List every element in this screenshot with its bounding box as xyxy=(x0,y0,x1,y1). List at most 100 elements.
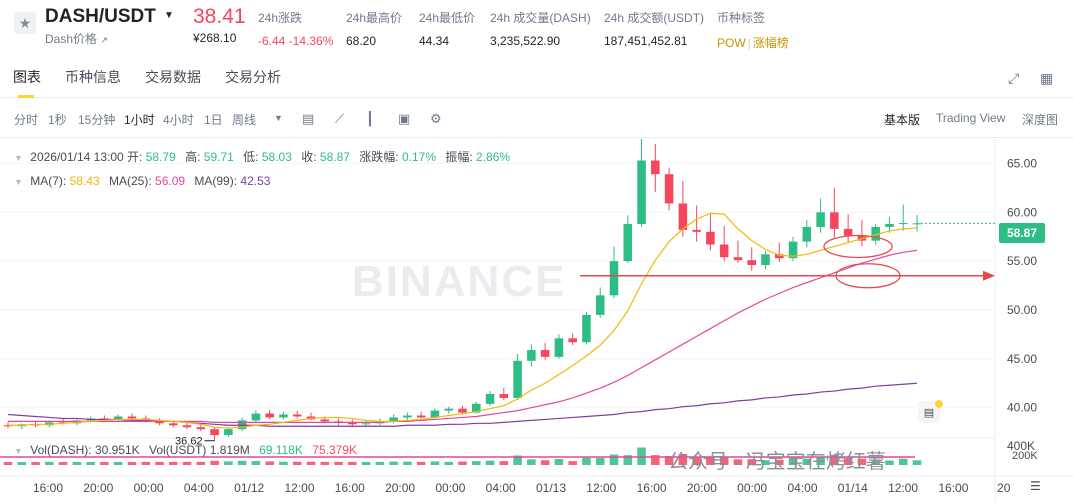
annotation-ellipse xyxy=(835,263,901,289)
pair-dropdown-icon[interactable]: ▼ xyxy=(164,10,174,21)
stat-value: 44.34 xyxy=(419,34,450,48)
candle-body xyxy=(251,413,261,421)
favorite-star-icon[interactable]: ★ xyxy=(14,12,36,34)
candle-body xyxy=(802,226,812,242)
candle-body xyxy=(430,410,440,418)
volume-bar xyxy=(251,461,261,465)
stat-label: 24h 成交量(DASH) xyxy=(490,11,591,25)
candle-body xyxy=(733,257,743,261)
volume-bar xyxy=(17,462,27,465)
fullscreen-icon[interactable]: ⤢ xyxy=(1008,70,1020,86)
y-tick-label: 65.00 xyxy=(1007,156,1037,170)
high-label: 高: xyxy=(185,150,201,164)
timeframe-week[interactable]: 周线 xyxy=(232,113,257,127)
candle-body xyxy=(265,413,274,418)
layout-grid-icon[interactable]: ▦ xyxy=(1040,70,1054,86)
x-tick-label: 16:00 xyxy=(335,481,365,495)
wechat-watermark: 公众号 · 冯宝宝在烤红薯 xyxy=(668,451,886,473)
settings-icon[interactable]: ⚙ xyxy=(430,111,442,126)
collapse-icon[interactable]: ▼ xyxy=(14,177,23,187)
tag-pow[interactable]: POW xyxy=(717,36,746,50)
calendar-icon[interactable]: ▤ xyxy=(302,111,315,126)
candle-body xyxy=(595,295,605,315)
chart-toolbar: 分时 1秒 15分钟 1小时 4小时 1日 周线 ▼ ▤ ⟋ ┃ ▣ ⚙ 基本版… xyxy=(0,100,1073,138)
volume-bar xyxy=(196,461,206,465)
volume-bar xyxy=(320,461,330,465)
stat-24h-low: 24h最低价 44.34 xyxy=(419,9,475,48)
volume-bar xyxy=(3,462,13,465)
volume-bar xyxy=(775,459,784,465)
trading-pair[interactable]: DASH/USDT xyxy=(45,6,156,27)
tab-coin-info[interactable]: 币种信息 xyxy=(65,69,121,85)
volume-axis-label: 400K xyxy=(1007,439,1035,453)
candle-body xyxy=(527,350,536,361)
tab-chart[interactable]: 图表 xyxy=(13,69,41,85)
timeframe-line[interactable]: 分时 xyxy=(14,113,39,127)
timeframe-1s[interactable]: 1秒 xyxy=(48,113,67,127)
x-tick-label: 20:00 xyxy=(83,481,113,495)
candle-body xyxy=(540,350,550,357)
close-label: 收: xyxy=(301,150,317,164)
view-basic[interactable]: 基本版 xyxy=(884,113,921,127)
template-icon[interactable]: ▣ xyxy=(398,111,411,126)
volume-bar xyxy=(403,461,412,465)
volume-bar xyxy=(651,455,660,465)
volume-bar xyxy=(706,457,715,465)
timeframe-4h[interactable]: 4小时 xyxy=(163,113,194,127)
volume-bar xyxy=(595,458,605,465)
y-tick-label: 50.00 xyxy=(1007,303,1037,317)
volume-bar xyxy=(292,461,302,465)
candlestick-chart[interactable]: BINANCE 65.00 60.00 55.00 50.00 45.00 40.00 40… xyxy=(0,139,1073,503)
ma99-value: 42.53 xyxy=(240,174,271,188)
timeframe-1d[interactable]: 1日 xyxy=(204,113,223,127)
view-depth[interactable]: 深度图 xyxy=(1022,113,1059,127)
volume-bar xyxy=(816,457,825,465)
more-timeframes-icon[interactable]: ▼ xyxy=(274,113,283,123)
candle-body xyxy=(224,429,233,436)
indicator-icon[interactable]: ⟋ xyxy=(335,111,345,126)
candle-body xyxy=(403,415,412,418)
collapse-icon[interactable]: ▼ xyxy=(14,446,23,456)
note-icon[interactable]: ▤ xyxy=(918,401,940,423)
tab-trade-data[interactable]: 交易数据 xyxy=(145,69,201,85)
y-tick-label: 45.00 xyxy=(1007,352,1037,366)
collapse-icon[interactable]: ▼ xyxy=(14,153,23,163)
candle-body xyxy=(623,224,633,262)
binance-watermark: BINANCE xyxy=(352,257,567,306)
timeframe-1h[interactable]: 1小时 xyxy=(124,113,155,127)
pair-sub-text: Dash价格 xyxy=(45,32,98,46)
volume-bar xyxy=(430,461,440,465)
vol-ma-value-2: 75.379K xyxy=(312,443,357,457)
volume-bar xyxy=(554,459,564,465)
volume-bar xyxy=(375,461,385,465)
view-tradingview[interactable]: Trading View xyxy=(936,111,1006,125)
volume-bar xyxy=(568,461,577,465)
volume-bar xyxy=(788,459,798,465)
low-value: 58.03 xyxy=(261,150,292,164)
volume-bar xyxy=(802,458,812,465)
volume-bar xyxy=(141,461,150,465)
volume-bar xyxy=(389,461,398,465)
candle-body xyxy=(127,416,137,419)
volume-bar xyxy=(100,462,109,465)
candle-body xyxy=(361,423,371,425)
volume-bar xyxy=(885,460,894,465)
volume-bar xyxy=(857,458,867,465)
chart-menu-icon[interactable]: ☰ xyxy=(1030,479,1041,493)
tab-trade-analysis[interactable]: 交易分析 xyxy=(225,69,281,85)
volume-bar xyxy=(306,461,316,465)
amplitude-value: 2.86% xyxy=(476,150,511,164)
tag-gainers[interactable]: 涨幅榜 xyxy=(752,36,789,50)
timeframe-15m[interactable]: 15分钟 xyxy=(78,113,116,127)
x-tick-label: 20 xyxy=(997,481,1011,495)
ma7-label: MA(7): xyxy=(30,174,67,188)
candle-body xyxy=(664,174,674,204)
volume-bar xyxy=(182,461,192,465)
vol-ma-value-1: 69.118K xyxy=(259,443,303,457)
x-tick-label: 00:00 xyxy=(435,481,465,495)
volume-bar xyxy=(224,461,233,465)
candle-type-icon[interactable]: ┃ xyxy=(366,111,374,126)
stat-24h-change: 24h涨跌 -6.44 -14.36% xyxy=(258,9,333,48)
pair-price-link[interactable]: Dash价格 ↗ xyxy=(45,30,108,47)
